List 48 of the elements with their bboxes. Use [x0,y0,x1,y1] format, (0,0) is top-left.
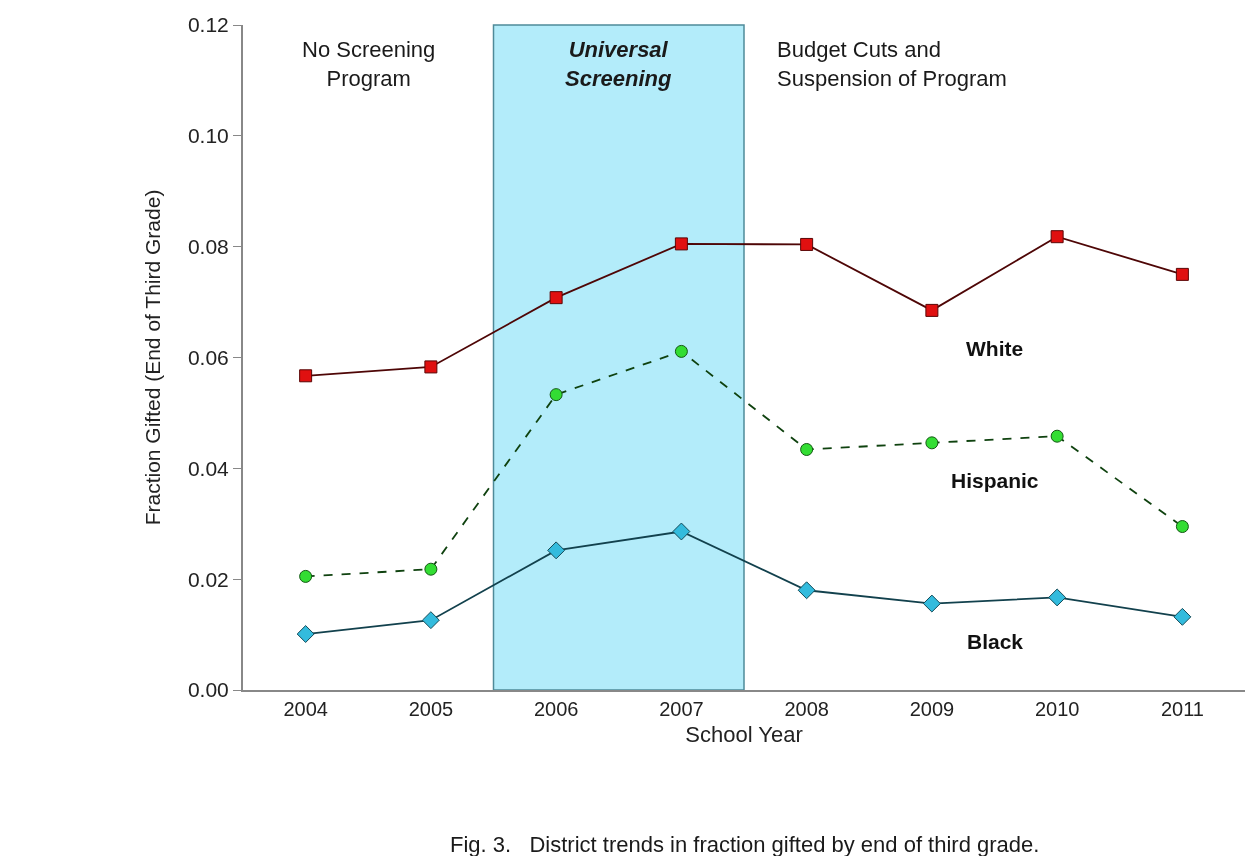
y-tick-label: 0.06 [187,345,229,369]
point [424,562,438,576]
x-tick-label: 2010 [1034,698,1080,720]
point [1173,607,1192,626]
point [296,625,315,643]
annotation: Budget Cuts and Suspension of Program [777,37,1007,91]
annotation: No Screening Program [302,37,436,91]
point [299,369,313,383]
x-tick-label: 2007 [659,698,704,720]
point [925,436,939,450]
point [1175,520,1189,534]
point [1048,588,1067,607]
y-tick-label: 0.02 [187,567,229,591]
point [800,237,814,251]
point [674,237,688,251]
x-axis-title: School Year [685,722,803,748]
point [424,360,438,374]
point [922,594,941,613]
point [800,442,814,456]
y-tick-label: 0.00 [187,678,229,702]
point [547,541,566,560]
y-tick-label: 0.10 [187,124,229,148]
series-label: Black [967,630,1024,653]
y-tick-label: 0.04 [187,456,230,480]
point [1050,230,1064,244]
series-label: Hispanic [951,469,1039,492]
x-tick-label: 2004 [283,698,328,720]
y-axis-title: Fraction Gifted (End of Third Grade) [140,189,164,526]
point [549,388,563,402]
caption: Fig. 3. District trends in fraction gifted by end of third grade. [450,832,1040,856]
series-label: White [966,337,1024,360]
point [1175,267,1189,281]
point [299,569,313,583]
x-tick-label: 2008 [784,698,829,720]
point [672,522,691,541]
point [925,303,939,317]
y-tick-label: 0.12 [187,13,229,37]
point [674,344,688,358]
point [1050,429,1064,443]
x-tick-label: 2006 [533,698,579,720]
x-tick-label: 2005 [408,698,454,720]
point [549,291,563,305]
point [797,581,816,600]
x-tick-label: 2011 [1160,698,1204,720]
y-tick-label: 0.08 [187,235,229,259]
band-label: Universal Screening [565,37,672,91]
x-tick-label: 2009 [909,698,955,720]
point [421,611,440,630]
